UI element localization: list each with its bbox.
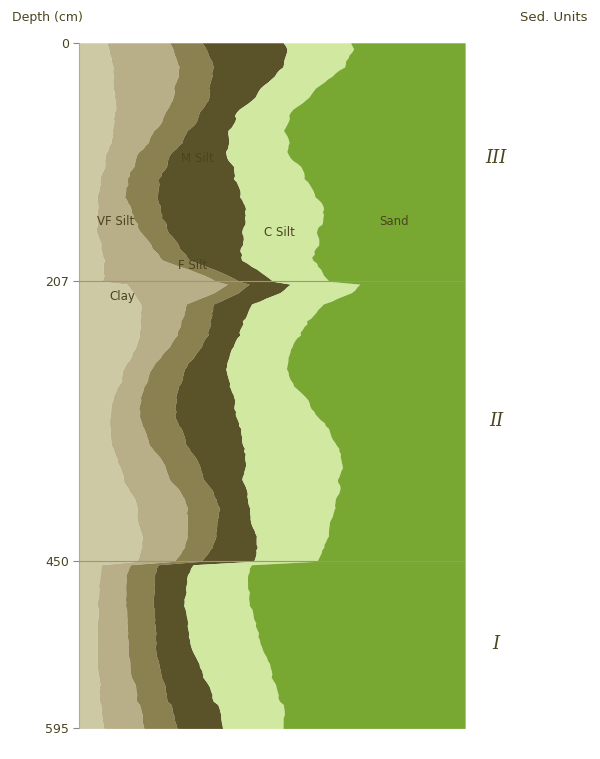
Text: M Silt: M Silt — [181, 152, 214, 165]
Text: F Silt: F Silt — [178, 259, 207, 272]
Text: VF Silt: VF Silt — [97, 215, 135, 228]
Text: II: II — [489, 411, 503, 430]
Text: Depth (cm): Depth (cm) — [12, 11, 83, 24]
Text: C Silt: C Silt — [264, 226, 295, 239]
Text: Clay: Clay — [110, 290, 136, 303]
Text: III: III — [485, 149, 506, 167]
Text: I: I — [493, 635, 500, 653]
Text: Sand: Sand — [379, 215, 409, 228]
Text: Sed. Units: Sed. Units — [521, 11, 588, 24]
